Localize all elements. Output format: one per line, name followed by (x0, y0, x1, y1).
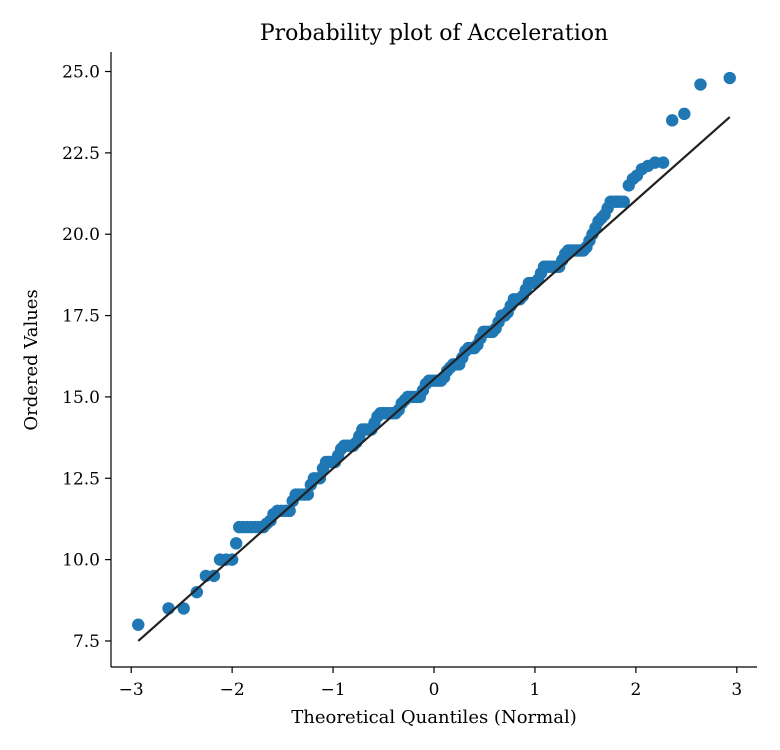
data-point-0 (132, 618, 145, 631)
data-point-29 (301, 488, 315, 501)
x-tick-label-4: 1 (530, 680, 541, 700)
data-point-9 (229, 537, 243, 550)
data-point-133 (617, 195, 630, 208)
scatter-points (132, 71, 736, 631)
x-tick-label-0: −3 (119, 680, 144, 700)
x-axis-title: Theoretical Quantiles (Normal) (291, 707, 576, 728)
y-tick-label-1: 10.0 (62, 551, 100, 571)
data-point-23 (283, 504, 296, 518)
data-point-2 (177, 602, 190, 615)
x-axis-ticks: −3 −2 −1 0 1 2 3 (119, 667, 742, 700)
data-point-143 (694, 78, 707, 91)
y-tick-label-7: 25.0 (62, 63, 100, 83)
data-point-5 (207, 569, 221, 583)
data-point-144 (723, 71, 736, 85)
fit-line (137, 116, 731, 642)
data-point-3 (190, 585, 203, 599)
x-tick-label-3: 0 (429, 680, 440, 700)
y-axis-title: Ordered Values (21, 289, 42, 430)
y-axis-ticks: 7.5 10.0 12.5 15.0 17.5 20.0 22.5 25.0 (62, 63, 111, 652)
data-point-142 (678, 107, 691, 121)
x-tick-label-2: −1 (321, 680, 346, 700)
x-tick-label-5: 2 (630, 680, 641, 700)
data-point-141 (666, 114, 679, 127)
x-tick-label-6: 3 (731, 680, 742, 700)
x-tick-label-1: −2 (220, 680, 245, 700)
y-tick-label-0: 7.5 (73, 632, 100, 652)
chart-title: Probability plot of Acceleration (260, 21, 608, 46)
y-tick-label-5: 20.0 (62, 225, 100, 245)
y-tick-label-3: 15.0 (62, 388, 100, 408)
y-tick-label-6: 22.5 (62, 144, 100, 164)
data-point-140 (656, 156, 670, 169)
y-tick-label-4: 17.5 (62, 307, 100, 327)
y-tick-label-2: 12.5 (62, 469, 100, 489)
